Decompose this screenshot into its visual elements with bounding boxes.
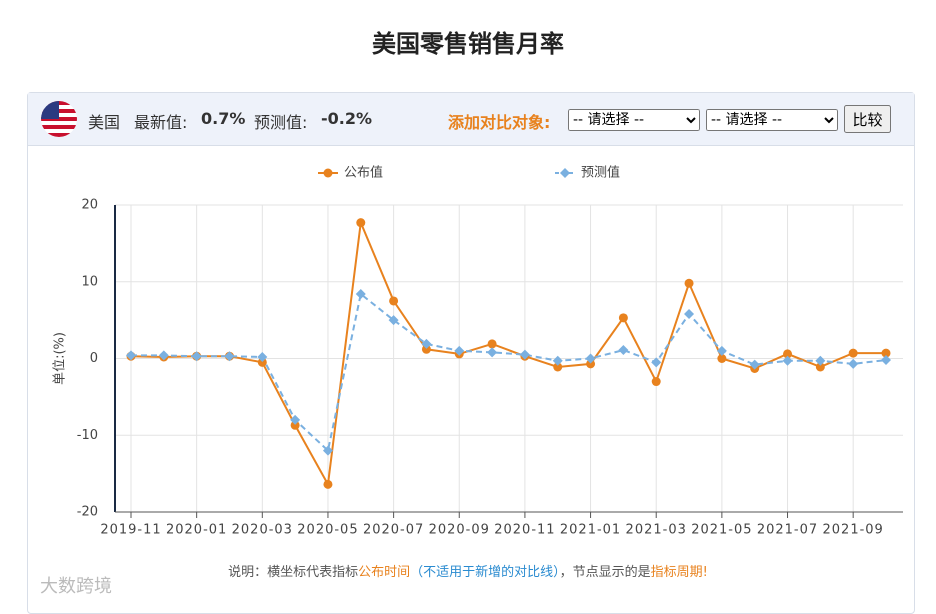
point	[749, 359, 760, 370]
point	[552, 355, 563, 366]
note-part: 指标周期!	[650, 565, 708, 580]
point	[618, 313, 628, 323]
x-tick-label: 2021-03	[626, 523, 687, 538]
point	[487, 347, 498, 358]
point	[389, 296, 399, 306]
point	[487, 339, 497, 349]
compare-select[interactable]: -- 请选择 --	[568, 109, 700, 131]
point	[684, 308, 695, 319]
y-tick-label: 0	[90, 351, 98, 366]
x-tick-label: 2021-01	[560, 523, 621, 538]
latest-value: 0.7%	[201, 109, 246, 128]
point	[783, 349, 793, 359]
y-axis-label: 单位:(%)	[53, 332, 68, 385]
point	[848, 348, 858, 358]
point	[388, 315, 399, 326]
page-title: 美国零售销售月率	[372, 30, 564, 58]
point	[815, 362, 825, 372]
point	[553, 362, 563, 372]
compare-label: 添加对比对象:	[448, 113, 551, 132]
country: 美国	[88, 113, 121, 132]
compare-select[interactable]: -- 请选择 --	[706, 109, 838, 131]
x-tick-label: 2020-11	[494, 523, 555, 538]
point	[560, 168, 570, 178]
forecast-value: -0.2%	[321, 109, 373, 128]
x-tick-label: 2019-11	[100, 523, 161, 538]
point	[782, 355, 793, 366]
point	[881, 348, 891, 358]
x-tick-label: 2020-01	[166, 523, 227, 538]
point	[848, 358, 859, 369]
note-part: （不适用于新增的对比线）	[410, 565, 560, 580]
flag	[41, 101, 77, 137]
note-part: 公布时间	[358, 565, 411, 580]
x-tick-label: 2021-09	[823, 523, 884, 538]
y-tick-label: 20	[81, 198, 98, 213]
point	[356, 218, 366, 228]
point	[717, 354, 727, 363]
x-tick-label: 2021-07	[757, 523, 818, 538]
toolbar: 美国 最新值: 0.7% 预测值: -0.2% 添加对比对象: -- 请选择 -…	[28, 93, 914, 146]
series-line	[130, 218, 886, 488]
point	[158, 350, 169, 361]
point	[323, 479, 333, 489]
y-tick-label: -20	[77, 505, 98, 520]
y-tick-label: -10	[77, 428, 98, 443]
point	[224, 351, 235, 362]
forecast-label: 预测值:	[254, 113, 308, 132]
x-tick-label: 2020-07	[363, 523, 424, 538]
point	[716, 345, 727, 356]
point	[355, 289, 366, 300]
point	[191, 351, 202, 362]
point	[684, 278, 694, 288]
point	[586, 359, 596, 369]
page: 美国零售销售月率 美国 最新值: 0.7% 预测值: -0.2% 添加对比对象:…	[0, 30, 936, 614]
note-part: 说明：横坐标代表指标	[228, 565, 359, 580]
legend-label: 预测值	[581, 165, 620, 181]
point	[290, 414, 301, 425]
legend-label: 公布值	[344, 165, 383, 181]
note: 说明：横坐标代表指标公布时间（不适用于新增的对比线），节点显示的是指标周期!	[0, 561, 936, 580]
point	[257, 351, 268, 362]
x-tick-label: 2020-09	[429, 523, 490, 538]
point	[290, 420, 300, 430]
point	[881, 355, 891, 366]
panel: 美国 最新值: 0.7% 预测值: -0.2% 添加对比对象: -- 请选择 -…	[27, 92, 915, 614]
point	[257, 357, 267, 367]
x-tick-label: 2021-05	[691, 523, 752, 538]
point	[651, 357, 662, 368]
point	[322, 445, 333, 456]
note-part: ，节点显示的是	[559, 565, 651, 580]
point	[618, 345, 629, 356]
point	[585, 353, 596, 364]
y-tick-label: 10	[81, 274, 98, 289]
point	[519, 349, 530, 360]
latest-label: 最新值:	[134, 113, 188, 132]
point	[421, 344, 431, 354]
watermark: 大数跨境	[40, 576, 112, 597]
point	[323, 168, 333, 178]
compare-button[interactable]: 比较	[844, 105, 891, 133]
series-line	[131, 292, 887, 453]
x-tick-label: 2020-03	[232, 523, 293, 538]
x-tick-label: 2020-05	[297, 523, 358, 538]
point	[454, 345, 465, 356]
point	[651, 377, 661, 387]
chart: -20 -10 0 10 20 2019-11 2020-01 2020-03 2020-05 2…	[53, 165, 903, 538]
point	[421, 338, 432, 349]
point	[815, 355, 826, 366]
point	[126, 350, 136, 361]
